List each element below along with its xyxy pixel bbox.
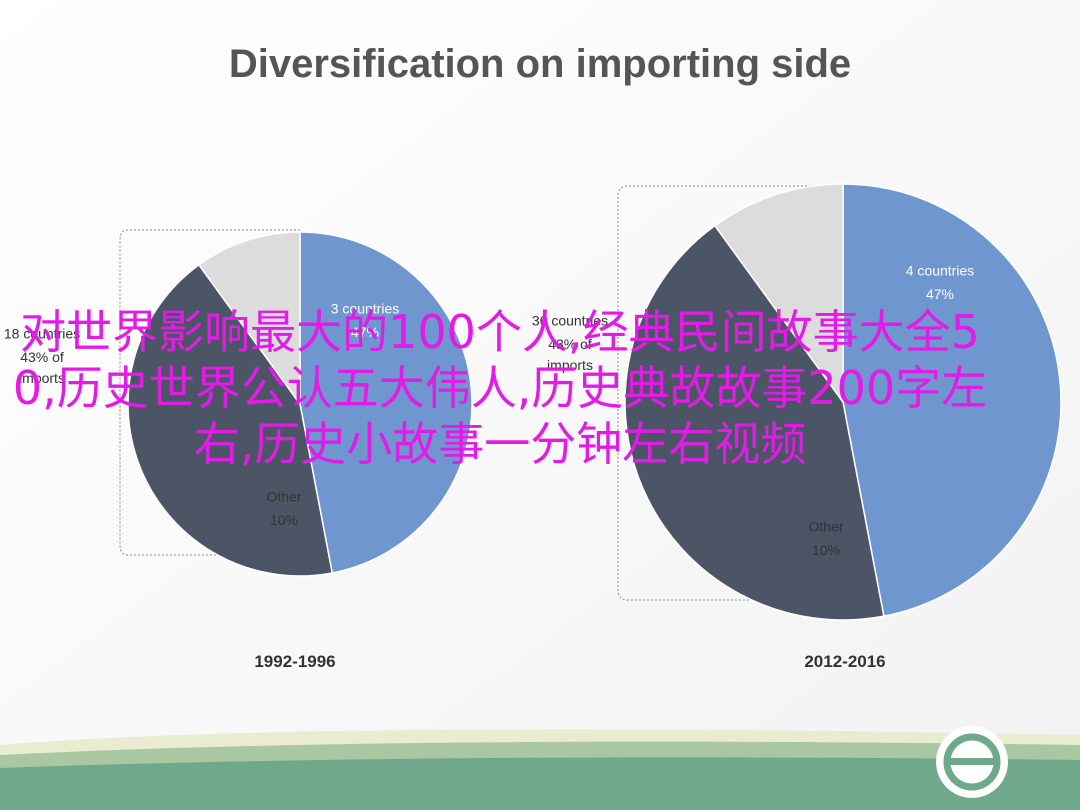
slice-label: 18 countries bbox=[3, 325, 81, 342]
logo-ring bbox=[943, 733, 1001, 791]
bracket bbox=[617, 185, 843, 601]
logo-bar bbox=[950, 758, 994, 765]
value-label: 43% of imports bbox=[547, 336, 593, 373]
pie-slice bbox=[713, 183, 844, 405]
pie-slice bbox=[842, 183, 1062, 618]
slice-label: 36 countries bbox=[531, 312, 609, 329]
slice-label: 3 countries bbox=[330, 300, 400, 317]
slide-title: Diversification on importing side bbox=[228, 42, 852, 86]
slice-label: Other bbox=[808, 518, 844, 535]
band bbox=[0, 757, 1080, 810]
pie-slice bbox=[127, 263, 334, 577]
slice-label: 4 countries bbox=[905, 262, 975, 279]
chart-title: 2012-2016 bbox=[804, 652, 886, 671]
slice-label: Other bbox=[266, 488, 302, 505]
value-label: 47% bbox=[350, 324, 380, 340]
pie-slice bbox=[299, 231, 473, 574]
overlay-text: 对世界影响最大的100个人,经典民间故事大全50,历史世界公认五大伟人,历史典故… bbox=[12, 305, 988, 471]
value-label: 10% bbox=[269, 512, 299, 528]
value-label: 47% bbox=[925, 286, 955, 302]
value-label: 43% of imports bbox=[19, 349, 65, 386]
pie-slice bbox=[197, 231, 301, 407]
value-label: 10% bbox=[811, 542, 841, 558]
chart-title: 1992-1996 bbox=[254, 652, 336, 671]
pie-slice bbox=[624, 224, 885, 621]
